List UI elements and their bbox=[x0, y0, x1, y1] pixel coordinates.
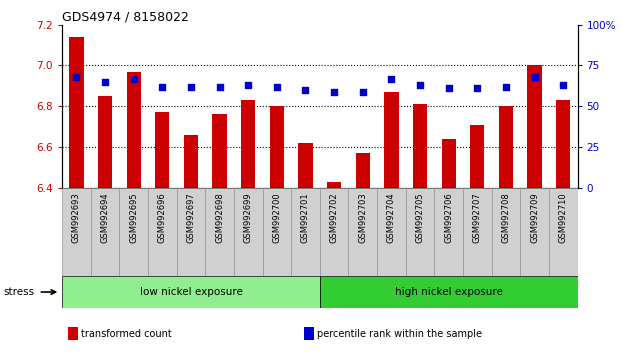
Bar bbox=[406, 188, 434, 276]
Text: GSM992693: GSM992693 bbox=[72, 192, 81, 243]
Point bbox=[243, 82, 253, 88]
Bar bbox=[298, 143, 312, 188]
Text: GSM992709: GSM992709 bbox=[530, 192, 539, 243]
Bar bbox=[556, 100, 570, 188]
Point bbox=[71, 74, 81, 80]
Point bbox=[501, 84, 511, 90]
Bar bbox=[62, 188, 91, 276]
Text: GSM992694: GSM992694 bbox=[101, 192, 109, 243]
Point bbox=[100, 79, 110, 85]
Bar bbox=[234, 188, 263, 276]
Bar bbox=[270, 106, 284, 188]
Text: GSM992703: GSM992703 bbox=[358, 192, 367, 243]
Bar bbox=[377, 188, 406, 276]
Point bbox=[272, 84, 282, 90]
Point bbox=[415, 82, 425, 88]
Text: GSM992705: GSM992705 bbox=[415, 192, 425, 243]
Point bbox=[215, 84, 225, 90]
Point bbox=[186, 84, 196, 90]
Point bbox=[473, 85, 483, 91]
Text: low nickel exposure: low nickel exposure bbox=[140, 287, 242, 297]
Text: GSM992699: GSM992699 bbox=[243, 192, 253, 243]
Text: GSM992704: GSM992704 bbox=[387, 192, 396, 243]
Bar bbox=[184, 135, 198, 188]
Point bbox=[301, 87, 310, 93]
Bar bbox=[413, 104, 427, 188]
Bar bbox=[492, 188, 520, 276]
Point bbox=[558, 82, 568, 88]
Text: percentile rank within the sample: percentile rank within the sample bbox=[317, 329, 482, 339]
Bar bbox=[127, 72, 141, 188]
Text: GSM992702: GSM992702 bbox=[330, 192, 338, 243]
Bar bbox=[62, 276, 320, 308]
Point bbox=[443, 85, 453, 91]
Bar bbox=[470, 125, 484, 188]
Text: GSM992710: GSM992710 bbox=[559, 192, 568, 243]
Text: GSM992695: GSM992695 bbox=[129, 192, 138, 243]
Bar bbox=[291, 188, 320, 276]
Bar bbox=[356, 153, 370, 188]
Text: transformed count: transformed count bbox=[81, 329, 171, 339]
Bar bbox=[327, 182, 342, 188]
Bar bbox=[520, 188, 549, 276]
Bar bbox=[320, 276, 578, 308]
Bar bbox=[527, 65, 542, 188]
Bar bbox=[212, 114, 227, 188]
Bar bbox=[384, 92, 399, 188]
Bar bbox=[320, 188, 348, 276]
Text: GSM992697: GSM992697 bbox=[186, 192, 196, 243]
Bar bbox=[442, 139, 456, 188]
Text: GSM992698: GSM992698 bbox=[215, 192, 224, 243]
Point bbox=[386, 76, 396, 81]
Bar bbox=[91, 188, 119, 276]
Bar bbox=[155, 112, 170, 188]
Bar bbox=[98, 96, 112, 188]
Text: stress: stress bbox=[3, 287, 34, 297]
Bar bbox=[263, 188, 291, 276]
Point bbox=[157, 84, 167, 90]
Bar bbox=[148, 188, 176, 276]
Text: high nickel exposure: high nickel exposure bbox=[395, 287, 502, 297]
Text: GSM992708: GSM992708 bbox=[501, 192, 510, 243]
Point bbox=[530, 74, 540, 80]
Bar bbox=[499, 106, 513, 188]
Text: GDS4974 / 8158022: GDS4974 / 8158022 bbox=[62, 11, 189, 24]
Bar bbox=[434, 188, 463, 276]
Bar bbox=[348, 188, 377, 276]
Bar bbox=[176, 188, 206, 276]
Bar bbox=[70, 37, 84, 188]
Point bbox=[358, 89, 368, 95]
Text: GSM992700: GSM992700 bbox=[273, 192, 281, 243]
Text: GSM992707: GSM992707 bbox=[473, 192, 482, 243]
Bar bbox=[119, 188, 148, 276]
Bar bbox=[241, 100, 255, 188]
Text: GSM992696: GSM992696 bbox=[158, 192, 167, 243]
Point bbox=[329, 89, 339, 95]
Text: GSM992706: GSM992706 bbox=[444, 192, 453, 243]
Bar bbox=[549, 188, 578, 276]
Bar bbox=[206, 188, 234, 276]
Bar bbox=[463, 188, 492, 276]
Point bbox=[129, 76, 138, 81]
Text: GSM992701: GSM992701 bbox=[301, 192, 310, 243]
